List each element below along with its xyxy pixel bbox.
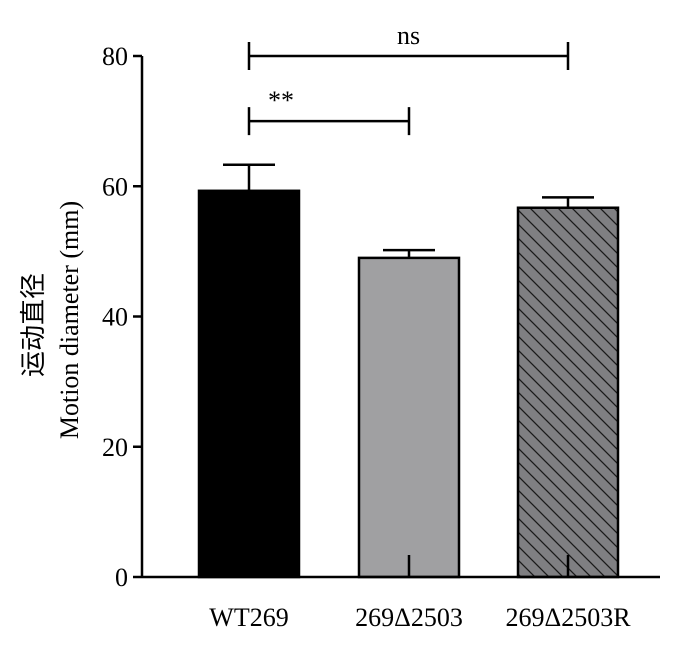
bar-2 — [516, 206, 620, 579]
bar-1 — [357, 256, 461, 579]
significance-label-0: ** — [268, 86, 294, 115]
y-tick-label-2: 40 — [102, 303, 128, 332]
x-tick-label-2: 269Δ2503R — [505, 603, 631, 632]
x-tick-label-0: WT269 — [209, 603, 288, 632]
x-tick-label-1: 269Δ2503 — [355, 603, 463, 632]
y-tick-label-0: 0 — [115, 563, 128, 592]
y-tick-label-1: 20 — [102, 433, 128, 462]
y-tick-label-4: 80 — [102, 42, 128, 71]
significance-bracket-0 — [247, 107, 411, 136]
y-axis-label-cn: 运动直径 — [19, 273, 48, 377]
significance-label-1: ns — [397, 21, 420, 50]
significance-bracket-1 — [247, 42, 570, 70]
bar-0 — [197, 189, 301, 579]
y-axis-label: Motion diameter (mm) — [55, 201, 84, 439]
y-tick-label-3: 60 — [102, 172, 128, 201]
